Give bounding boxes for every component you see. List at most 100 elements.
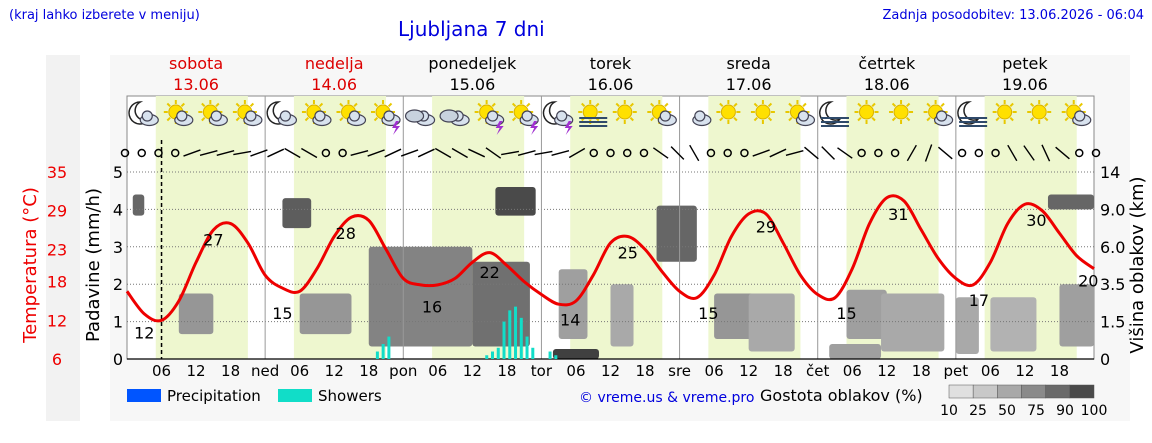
cloud-scale-swatch (1069, 384, 1095, 399)
x-tick-label: 18 (635, 362, 654, 380)
wind-arrow-icon (1055, 146, 1070, 160)
calm-wind-icon (154, 148, 163, 158)
moon-fog-icon (957, 101, 988, 127)
temp-tick: 23 (47, 240, 67, 259)
sun-cloud-icon (198, 100, 228, 127)
sun-cloud-icon (336, 100, 367, 127)
calm-wind-icon (170, 148, 180, 158)
calm-wind-icon (606, 148, 615, 158)
x-tick-label: 06 (843, 362, 862, 380)
precip-axis-label: Padavine (mm/h) (83, 188, 104, 342)
sun-icon (750, 100, 775, 124)
wind-arrow-icon (250, 149, 268, 157)
day-name: torek (590, 54, 632, 73)
calm-wind-icon (137, 148, 146, 158)
moon-cloud-icon (266, 101, 298, 127)
region-note[interactable]: (kraj lahko izberete v meniju) (9, 8, 200, 23)
wind-arrow-icon (384, 148, 402, 158)
moon-fog-icon (819, 101, 849, 127)
cloud-scale-swatch (997, 384, 1022, 399)
wind-arrow-icon (501, 150, 520, 156)
day-date: 16.06 (588, 75, 634, 94)
cloud-block (1047, 194, 1094, 210)
temp-label: 25 (618, 243, 638, 262)
x-tick-label: 06 (152, 362, 171, 380)
cloud-block (610, 284, 634, 347)
x-tick-label: 12 (739, 362, 758, 380)
shower-bar (375, 351, 379, 359)
cloud-height-tick: 9.0 (1100, 200, 1125, 219)
sun-fog-icon (578, 100, 608, 127)
x-tick-label: 12 (463, 362, 482, 380)
precip-tick: 1 (113, 313, 123, 332)
day-name: četrtek (858, 54, 916, 73)
cloud-density-label: Gostota oblakov (%) (760, 386, 923, 405)
x-tick-label: 18 (774, 362, 793, 380)
shower-bar (508, 310, 512, 359)
calm-wind-icon (957, 148, 967, 158)
calm-wind-icon (338, 148, 347, 158)
cloud-scale-label: 90 (1056, 403, 1074, 419)
temp-label: 14 (560, 310, 580, 329)
wind-arrow-icon (485, 147, 502, 159)
precip-tick: 0 (113, 350, 123, 369)
day-name: nedelja (305, 54, 364, 73)
x-tick-label: 12 (601, 362, 620, 380)
day-date: 19.06 (1002, 75, 1048, 94)
wind-arrow-icon (367, 149, 385, 157)
temp-tick: 12 (47, 311, 67, 330)
cloud-height-tick: 1.5 (1100, 313, 1125, 332)
x-tick-label: 06 (981, 362, 1000, 380)
wind-arrow-icon (689, 144, 700, 162)
calm-wind-icon (991, 148, 1000, 158)
showers-legend-label: Showers (318, 387, 382, 405)
wind-arrow-icon (267, 148, 285, 158)
x-day-label: sre (668, 362, 691, 380)
temp-label: 12 (134, 323, 154, 342)
calm-wind-icon (639, 148, 649, 158)
sun-cloud-icon (232, 100, 263, 127)
wind-arrow-icon (517, 149, 536, 157)
wind-arrow-icon (568, 147, 586, 159)
shower-bar (502, 321, 506, 359)
x-tick-label: 18 (912, 362, 931, 380)
sun-icon (854, 100, 879, 124)
precip-tick: 4 (113, 200, 123, 219)
x-tick-label: 12 (877, 362, 896, 380)
temp-label: 15 (698, 304, 718, 323)
x-tick-label: 18 (359, 362, 378, 380)
wind-arrow-icon (924, 144, 933, 162)
cloud-block (282, 198, 312, 229)
cloud-block (178, 293, 214, 335)
cloud-height-tick: 14 (1100, 163, 1120, 182)
sun-icon (1027, 100, 1052, 124)
x-tick-label: 06 (428, 362, 447, 380)
temp-tick: 6 (52, 350, 62, 369)
clouds-icon (439, 109, 470, 127)
shower-bar (531, 347, 535, 359)
sun-icon (716, 100, 741, 124)
cloud-block (552, 349, 599, 359)
calm-wind-icon (857, 148, 866, 158)
wind-arrow-icon (1041, 144, 1051, 162)
shower-bar (387, 336, 391, 359)
cloud-block (881, 293, 945, 352)
temp-tick: 18 (47, 273, 67, 292)
cloud-block (990, 297, 1037, 352)
temp-label: 30 (1026, 211, 1046, 230)
x-tick-label: 06 (566, 362, 585, 380)
wind-arrow-icon (233, 150, 252, 156)
temperature-line (125, 194, 1095, 323)
sun-cloud-icon (301, 100, 332, 127)
temp-label: 31 (888, 205, 908, 224)
sun-cloud-icon (163, 100, 194, 127)
cloud-block (368, 246, 473, 347)
showers-legend-swatch (278, 389, 312, 402)
wind-arrow-icon (837, 147, 853, 159)
wind-arrow-icon (183, 149, 201, 157)
x-tick-label: 12 (187, 362, 206, 380)
cloud-block (656, 205, 697, 262)
x-tick-label: 18 (1050, 362, 1069, 380)
calm-wind-icon (1091, 148, 1101, 158)
temp-label: 27 (203, 231, 223, 250)
